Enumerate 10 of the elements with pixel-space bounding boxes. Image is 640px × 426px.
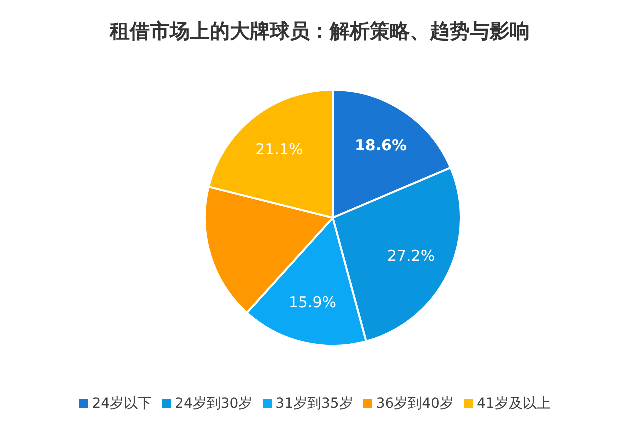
data-label: 27.2% xyxy=(387,247,436,266)
legend-label: 24岁以下 xyxy=(92,396,152,412)
legend-label: 24岁到30岁 xyxy=(175,396,253,412)
legend-label: 31岁到35岁 xyxy=(276,396,354,412)
chart-title: 租借市场上的大牌球员：解析策略、趋势与影响 xyxy=(109,19,530,43)
data-label: 15.9% xyxy=(288,294,337,312)
data-label: 18.6% xyxy=(354,136,408,154)
legend-label: 36岁到40岁 xyxy=(376,396,454,412)
legend-label: 41岁及以上 xyxy=(476,396,551,412)
data-label: 21.1% xyxy=(256,140,304,158)
